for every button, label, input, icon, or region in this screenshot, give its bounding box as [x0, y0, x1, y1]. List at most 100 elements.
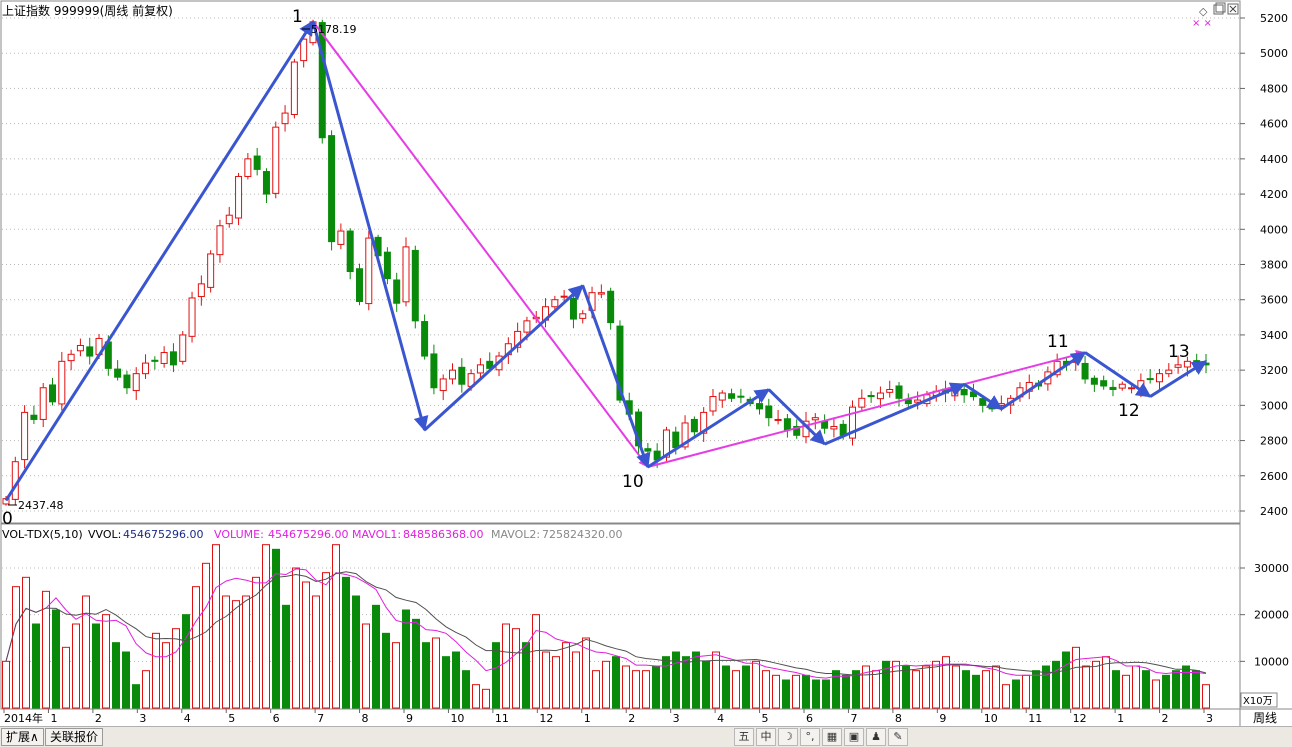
candle-body[interactable] — [886, 389, 894, 393]
candle-body[interactable] — [979, 398, 987, 406]
volume-bar[interactable] — [912, 670, 920, 709]
candle-body[interactable] — [39, 387, 47, 420]
candle-body[interactable] — [365, 237, 373, 305]
candlestick-series[interactable] — [2, 19, 1210, 506]
volume-bar[interactable] — [782, 679, 790, 709]
volume-bar[interactable] — [332, 544, 340, 709]
candle-body[interactable] — [616, 325, 624, 401]
candle-body[interactable] — [402, 246, 410, 303]
restore-icon[interactable] — [1213, 4, 1224, 15]
volume-bar[interactable] — [522, 642, 530, 709]
volume-bar[interactable] — [1112, 670, 1120, 709]
candle-body[interactable] — [383, 251, 391, 280]
volume-bar[interactable] — [162, 642, 170, 709]
volume-bar[interactable] — [302, 581, 310, 709]
volume-bar[interactable] — [442, 656, 450, 709]
period-label[interactable]: 周线 — [1253, 711, 1277, 725]
volume-bar[interactable] — [92, 623, 100, 709]
volume-bar[interactable] — [1192, 670, 1200, 709]
candle-body[interactable] — [849, 406, 857, 439]
candle-body[interactable] — [290, 61, 298, 115]
candle-body[interactable] — [355, 268, 363, 302]
window-corner-controls[interactable]: ◇ × × — [1192, 2, 1239, 29]
candle-body[interactable] — [867, 394, 875, 398]
volume-bar[interactable] — [192, 586, 200, 709]
volume-bar[interactable] — [462, 670, 470, 709]
volume-bar[interactable] — [752, 660, 760, 709]
volume-bar[interactable] — [422, 642, 430, 709]
user-icon[interactable]: ♟ — [866, 728, 886, 746]
candle-body[interactable] — [430, 353, 438, 389]
candle-body[interactable] — [997, 403, 1005, 406]
volume-bar[interactable] — [482, 688, 490, 709]
volume-bar[interactable] — [1072, 646, 1080, 709]
candle-body[interactable] — [328, 135, 336, 243]
volume-bar[interactable] — [1002, 684, 1010, 709]
volume-bar[interactable] — [82, 595, 90, 709]
candle-body[interactable] — [755, 403, 763, 410]
candle-body[interactable] — [458, 366, 466, 385]
candle-body[interactable] — [132, 373, 140, 392]
candle-body[interactable] — [30, 414, 38, 420]
candle-body[interactable] — [123, 374, 131, 389]
volume-bar[interactable] — [272, 548, 280, 709]
candle-body[interactable] — [439, 378, 447, 392]
candle-body[interactable] — [197, 283, 205, 298]
wrench-icon[interactable]: ✎ — [888, 728, 908, 746]
candle-body[interactable] — [1155, 373, 1163, 383]
volume-bar[interactable] — [382, 632, 390, 709]
candle-body[interactable] — [1081, 362, 1089, 380]
volume-bar[interactable] — [822, 679, 830, 709]
volume-bar[interactable] — [962, 670, 970, 709]
volume-bar[interactable] — [702, 660, 710, 709]
volume-bar[interactable] — [802, 674, 810, 709]
candle-body[interactable] — [21, 411, 29, 461]
volume-bar[interactable] — [922, 665, 930, 709]
volume-bar[interactable] — [742, 665, 750, 709]
volume-bar[interactable] — [242, 595, 250, 709]
volume-bar[interactable] — [862, 665, 870, 709]
candle-body[interactable] — [300, 38, 308, 62]
candle-body[interactable] — [393, 279, 401, 304]
punctuation-icon[interactable]: °, — [800, 728, 820, 746]
volume-bar[interactable] — [172, 628, 180, 709]
candle-body[interactable] — [114, 368, 122, 378]
candle-body[interactable] — [49, 384, 57, 403]
candle-body[interactable] — [179, 334, 187, 362]
volume-bar[interactable] — [932, 660, 940, 709]
volume-bar[interactable] — [792, 674, 800, 709]
volume-bar[interactable] — [942, 656, 950, 709]
volume-bar[interactable] — [42, 590, 50, 709]
candle-body[interactable] — [1109, 386, 1117, 391]
volume-bar[interactable] — [402, 609, 410, 709]
volume-bar[interactable] — [1012, 679, 1020, 709]
candle-body[interactable] — [262, 171, 270, 195]
volume-bar[interactable] — [1022, 674, 1030, 709]
volume-bar[interactable] — [992, 665, 1000, 709]
candle-body[interactable] — [718, 392, 726, 401]
volume-bar[interactable] — [582, 637, 590, 709]
candle-body[interactable] — [765, 405, 773, 419]
candle-body[interactable] — [244, 158, 252, 177]
candle-body[interactable] — [690, 418, 698, 433]
volume-bar[interactable] — [1122, 674, 1130, 709]
volume-bar[interactable] — [542, 651, 550, 709]
volume-bar[interactable] — [882, 660, 890, 709]
volume-bar[interactable] — [532, 614, 540, 709]
volume-bar[interactable] — [1132, 665, 1140, 709]
candle-body[interactable] — [476, 364, 484, 374]
candle-body[interactable] — [253, 155, 261, 170]
volume-bar[interactable] — [772, 674, 780, 709]
volume-bar[interactable] — [842, 674, 850, 709]
candle-body[interactable] — [737, 395, 745, 398]
volume-bar[interactable] — [622, 665, 630, 709]
volume-bar[interactable] — [232, 600, 240, 709]
volume-bar[interactable] — [342, 576, 350, 709]
volume-bar[interactable] — [102, 614, 110, 709]
candle-body[interactable] — [486, 360, 494, 369]
volume-bar[interactable] — [812, 679, 820, 709]
volume-bar[interactable] — [662, 656, 670, 709]
candle-body[interactable] — [160, 352, 168, 364]
chart-svg[interactable]: 5200 5000 4800 4600 4400 4200 4000 3800 3600 3400… — [0, 0, 1292, 726]
candle-body[interactable] — [1100, 380, 1108, 387]
